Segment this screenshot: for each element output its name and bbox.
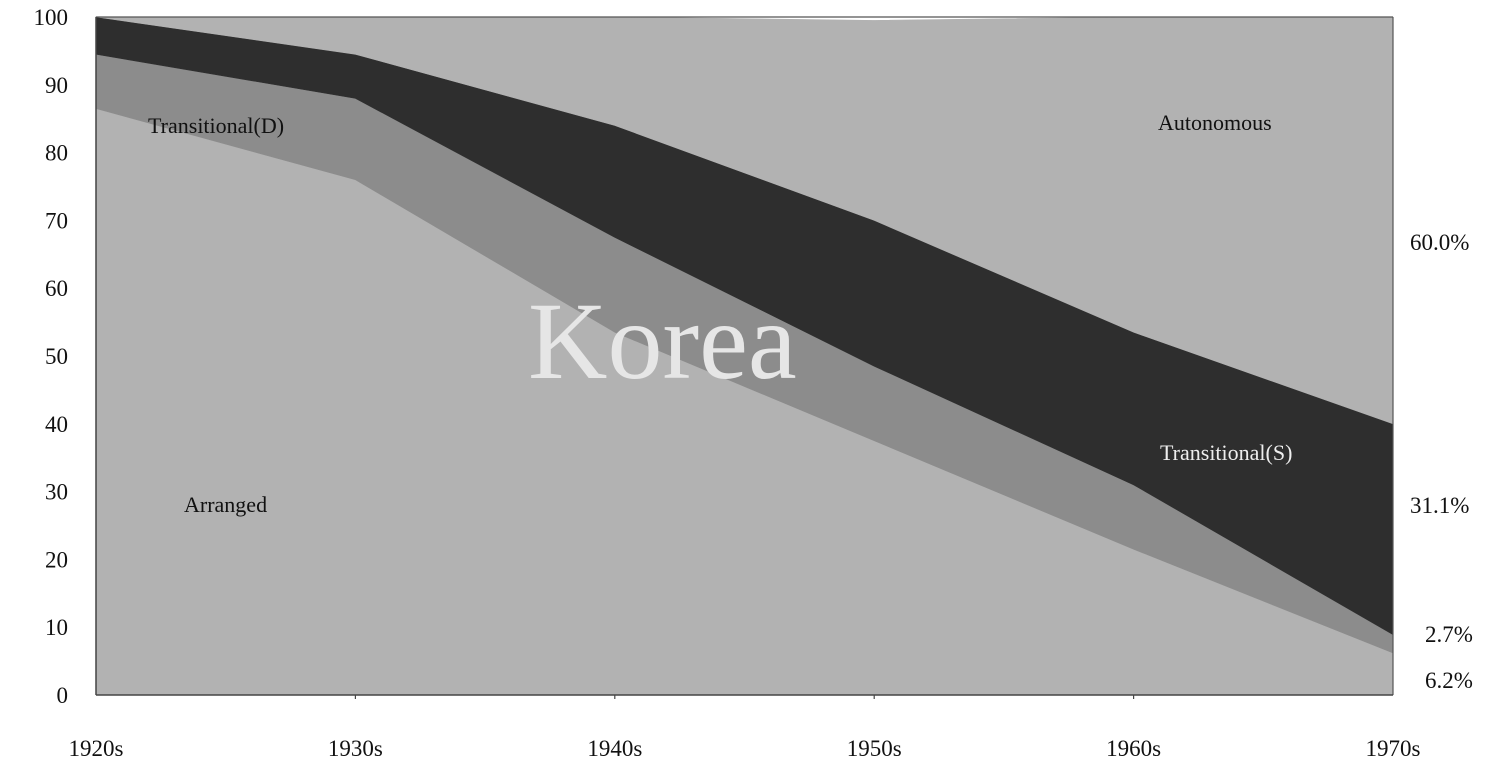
end-label-transitional-s: 31.1% xyxy=(1410,493,1469,518)
y-tick-label: 50 xyxy=(45,344,68,369)
chart-watermark: Korea xyxy=(528,280,797,402)
x-tick-label: 1970s xyxy=(1366,736,1421,761)
y-tick-label: 60 xyxy=(45,276,68,301)
y-tick-label: 100 xyxy=(34,5,69,30)
series-label-autonomous: Autonomous xyxy=(1158,110,1272,135)
axes xyxy=(95,16,1394,699)
series-labels: Arranged Transitional(D) Transitional(S) Au… xyxy=(148,110,1292,517)
y-tick-label: 0 xyxy=(57,683,69,708)
y-tick-label: 20 xyxy=(45,547,68,572)
y-tick-label: 10 xyxy=(45,615,68,640)
y-tick-label: 30 xyxy=(45,480,68,505)
x-tick-label: 1960s xyxy=(1106,736,1161,761)
series-label-arranged: Arranged xyxy=(184,492,267,517)
end-label-arranged: 6.2% xyxy=(1425,668,1473,693)
y-tick-label: 80 xyxy=(45,141,68,166)
series-label-transitional-s: Transitional(S) xyxy=(1160,440,1292,465)
end-value-labels: 60.0% 31.1% 2.7% 6.2% xyxy=(1410,230,1473,693)
y-tick-label: 70 xyxy=(45,208,68,233)
x-tick-label: 1930s xyxy=(328,736,383,761)
x-tick-label: 1940s xyxy=(587,736,642,761)
x-axis-ticks: 1920s 1930s 1940s 1950s 1960s 1970s xyxy=(69,736,1421,761)
area-layers xyxy=(95,16,1394,696)
y-tick-label: 90 xyxy=(45,73,68,98)
y-axis-ticks: 0 10 20 30 40 50 60 70 80 90 100 xyxy=(34,5,69,708)
end-label-autonomous: 60.0% xyxy=(1410,230,1469,255)
x-tick-label: 1920s xyxy=(69,736,124,761)
y-tick-label: 40 xyxy=(45,412,68,437)
x-tick-label: 1950s xyxy=(847,736,902,761)
end-label-transitional-d: 2.7% xyxy=(1425,622,1473,647)
series-label-transitional-d: Transitional(D) xyxy=(148,113,284,138)
